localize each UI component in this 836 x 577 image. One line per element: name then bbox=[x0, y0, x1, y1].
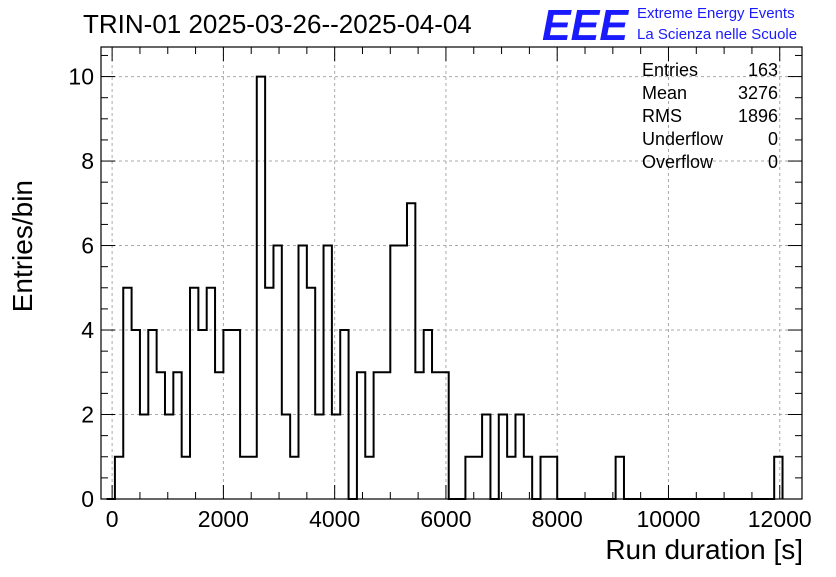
stats-label: Underflow bbox=[642, 129, 724, 149]
grid-lines bbox=[101, 47, 802, 500]
histogram-outline bbox=[106, 75, 784, 500]
x-tick-label: 6000 bbox=[420, 506, 471, 532]
stats-value: 0 bbox=[768, 152, 778, 172]
x-tick-label: 0 bbox=[106, 506, 119, 532]
stats-label: Entries bbox=[642, 60, 698, 80]
y-tick-labels: 0 2 4 6 8 10 bbox=[68, 64, 94, 512]
y-tick-label: 0 bbox=[81, 486, 94, 512]
stats-value: 163 bbox=[748, 60, 778, 80]
x-axis-title: Run duration [s] bbox=[605, 534, 803, 565]
plot-frame bbox=[100, 46, 803, 500]
logo-mark: EEE bbox=[542, 1, 630, 50]
y-tick-label: 4 bbox=[81, 317, 94, 343]
stats-label: RMS bbox=[642, 106, 682, 126]
x-tick-labels: 0 2000 4000 6000 8000 10000 12000 bbox=[106, 506, 812, 532]
axis-ticks bbox=[101, 47, 802, 500]
x-tick-label: 2000 bbox=[198, 506, 249, 532]
stats-value: 1896 bbox=[738, 106, 778, 126]
x-tick-label: 4000 bbox=[309, 506, 360, 532]
y-tick-label: 2 bbox=[81, 402, 94, 428]
stats-value: 3276 bbox=[738, 83, 778, 103]
stats-box: Entries 163 Mean 3276 RMS 1896 Underflow 0 Overf… bbox=[642, 60, 778, 172]
logo-line-1: Extreme Energy Events bbox=[637, 5, 795, 22]
stats-label: Mean bbox=[642, 83, 687, 103]
stats-value: 0 bbox=[768, 129, 778, 149]
chart-title: TRIN-01 2025-03-26--2025-04-04 bbox=[83, 9, 472, 39]
y-tick-label: 6 bbox=[81, 233, 94, 259]
y-axis-title: Entries/bin bbox=[7, 180, 38, 312]
x-tick-label: 12000 bbox=[748, 506, 812, 532]
x-tick-label: 10000 bbox=[636, 506, 700, 532]
stats-label: Overflow bbox=[642, 152, 714, 172]
y-tick-label: 8 bbox=[81, 148, 94, 174]
y-tick-label: 10 bbox=[68, 64, 94, 90]
logo-line-2: La Scienza nelle Scuole bbox=[637, 26, 797, 43]
x-tick-label: 8000 bbox=[532, 506, 583, 532]
eee-logo: EEE Extreme Energy Events La Scienza nel… bbox=[542, 1, 797, 50]
